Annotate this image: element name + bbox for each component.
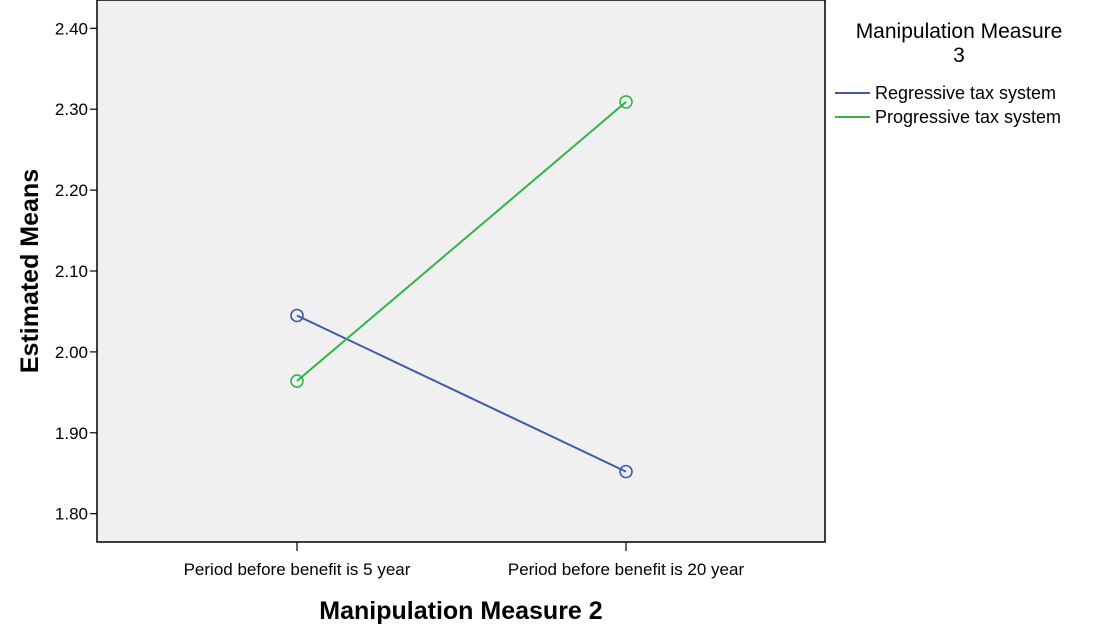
y-tick-label: 2.00 [55, 343, 88, 362]
x-axis: Period before benefit is 5 year Period be… [184, 542, 745, 579]
series-line-2 [296, 101, 627, 382]
series-1-point-1 [290, 308, 304, 323]
y-tick-label: 1.80 [55, 505, 88, 524]
y-axis-title: Estimated Means [16, 169, 44, 373]
y-tick-label: 2.10 [55, 262, 88, 281]
y-axis: 1.80 1.90 2.00 2.10 2.20 2.30 2.40 [55, 19, 97, 524]
legend-items: Regressive tax system Progressive tax sys… [835, 83, 1061, 127]
plot-area [96, 0, 826, 543]
series-line-1 [296, 314, 627, 473]
y-tick-label: 2.40 [55, 19, 88, 38]
x-tick-label: Period before benefit is 5 year [184, 560, 411, 579]
series-2-point-2 [619, 95, 633, 109]
series-1-point-2 [619, 464, 633, 479]
y-tick-label: 1.90 [55, 424, 88, 443]
legend-title-line2: 3 [953, 44, 965, 67]
x-tick-label: Period before benefit is 20 year [508, 560, 745, 579]
legend-title-line1: Manipulation Measure [856, 20, 1063, 43]
legend: Manipulation Measure 3 Regressive tax sy… [835, 20, 1062, 127]
y-tick-label: 2.20 [55, 181, 88, 200]
series-2-point-1 [290, 374, 304, 388]
legend-label-1: Regressive tax system [875, 83, 1056, 103]
y-tick-label: 2.30 [55, 100, 88, 119]
x-axis-title: Manipulation Measure 2 [319, 597, 602, 625]
series-layer [290, 95, 633, 479]
legend-label-2: Progressive tax system [875, 107, 1061, 127]
